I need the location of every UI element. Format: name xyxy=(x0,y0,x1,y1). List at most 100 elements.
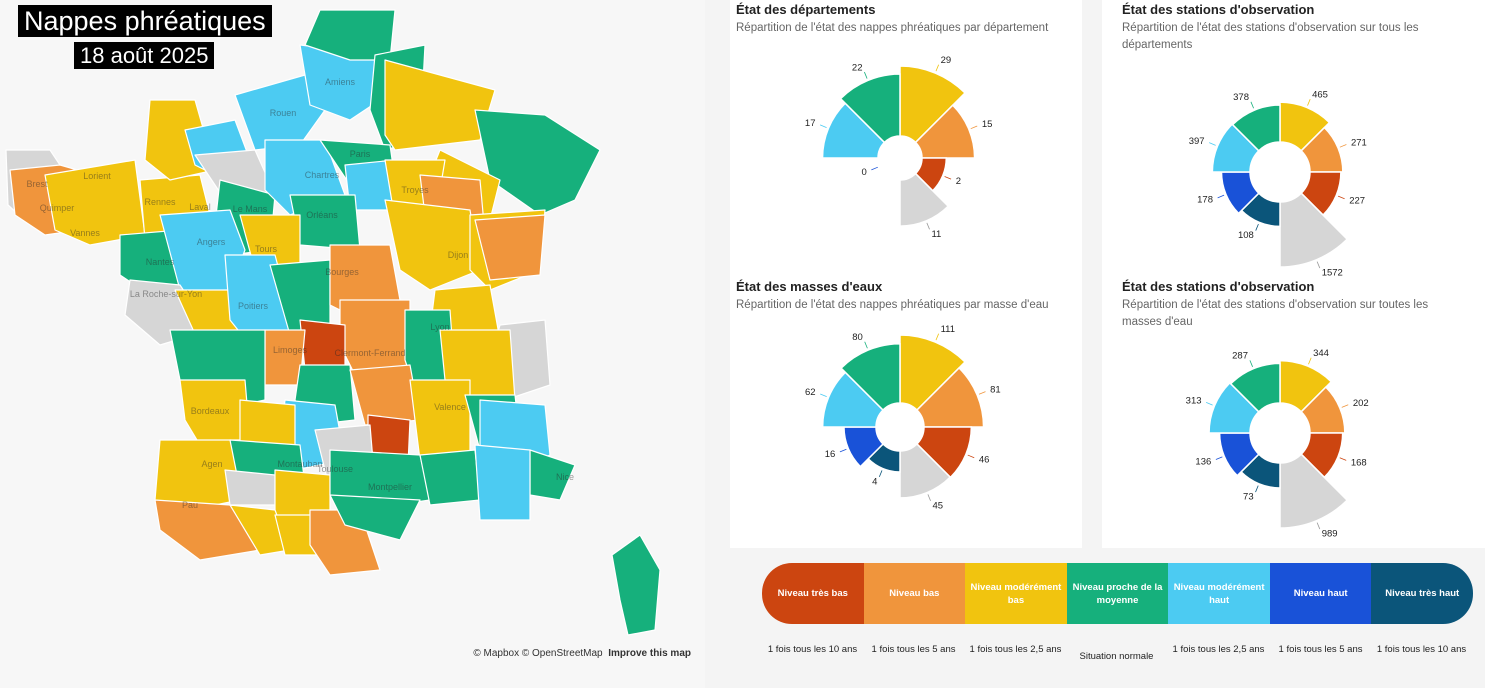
department-region[interactable] xyxy=(329,494,421,541)
donut-value-label: 378 xyxy=(1233,92,1249,103)
donut-label-line xyxy=(871,166,878,171)
improve-map-link[interactable]: Improve this map xyxy=(608,648,691,659)
donut-label-line xyxy=(1339,457,1347,461)
department-region[interactable] xyxy=(349,364,421,426)
donut-value-label: 136 xyxy=(1195,456,1211,467)
donut-slice[interactable] xyxy=(899,442,952,499)
donut-slice[interactable] xyxy=(899,65,967,144)
map-city-label: Nice xyxy=(556,472,574,482)
department-region[interactable] xyxy=(304,9,396,61)
donut-label-line xyxy=(864,341,868,349)
legend-haut: Niveau haut xyxy=(1269,563,1372,624)
department-region[interactable] xyxy=(611,534,661,636)
donut-slice[interactable] xyxy=(899,172,950,227)
legend-moderement-haut: Niveau modérément haut xyxy=(1168,563,1270,624)
map-city-label: Amiens xyxy=(325,77,356,87)
legend-bas: Niveau bas xyxy=(863,563,966,624)
department-region[interactable] xyxy=(224,469,276,506)
donut-label-line xyxy=(1307,98,1311,106)
map-city-label: Bourges xyxy=(325,267,359,277)
donut-label-line xyxy=(944,176,952,180)
department-region[interactable] xyxy=(384,199,481,291)
donut-slice[interactable] xyxy=(1229,362,1281,413)
donut-value-label: 0 xyxy=(861,167,866,178)
legend-freq-moderement-bas: 1 fois tous les 2,5 ans xyxy=(969,644,1062,655)
department-region[interactable] xyxy=(154,499,261,561)
donut-slice[interactable] xyxy=(1231,104,1281,152)
map-city-label: Clermont-Ferrand xyxy=(334,348,405,358)
department-region[interactable] xyxy=(409,379,471,461)
donut-slice[interactable] xyxy=(839,73,901,144)
map-attribution: © Mapbox © OpenStreetMap Improve this ma… xyxy=(473,648,691,659)
map-city-label: Laval xyxy=(189,202,211,212)
donut-slice[interactable] xyxy=(1300,126,1344,173)
department-region[interactable] xyxy=(234,74,326,151)
department-region[interactable] xyxy=(384,59,496,151)
map-city-label: Brest xyxy=(26,179,48,189)
donut-label-line xyxy=(878,470,883,478)
donut-slice[interactable] xyxy=(1279,101,1331,152)
donut-label-line xyxy=(1255,223,1259,231)
donut-value-label: 45 xyxy=(933,500,944,511)
donut-slice[interactable] xyxy=(899,334,967,412)
legend-freq-tres-haut: 1 fois tous les 10 ans xyxy=(1376,644,1467,655)
donut-label-line xyxy=(1250,101,1254,109)
donut-slice[interactable] xyxy=(1208,381,1260,434)
donut-value-label: 168 xyxy=(1351,457,1367,468)
legend-tres-bas: Niveau très bas xyxy=(762,563,864,624)
donut-value-label: 62 xyxy=(805,387,816,398)
donut-slice[interactable] xyxy=(915,366,985,428)
donut-chart-stations-departements[interactable]: 465 271 227 1572 108 178 397 378 xyxy=(1160,60,1400,278)
chart-subtitle-departements: Répartition de l'état des nappes phréati… xyxy=(736,22,1049,34)
donut-value-label: 989 xyxy=(1322,529,1338,540)
legend-freq-moderement-haut: 1 fois tous les 2,5 ans xyxy=(1172,644,1265,655)
department-region[interactable] xyxy=(474,444,531,521)
donut-slice[interactable] xyxy=(914,104,976,159)
donut-value-label: 227 xyxy=(1349,196,1365,207)
donut-value-label: 80 xyxy=(852,332,863,343)
donut-slice[interactable] xyxy=(1279,192,1349,268)
donut-label-line xyxy=(1316,522,1321,530)
donut-chart-stations-masses[interactable]: 344 202 168 989 73 136 313 287 xyxy=(1160,335,1400,545)
map-city-label: Poitiers xyxy=(238,301,269,311)
department-region[interactable] xyxy=(339,299,411,376)
map-city-label: Rennes xyxy=(144,197,176,207)
map-city-label: Orléans xyxy=(306,210,338,220)
donut-value-label: 178 xyxy=(1197,195,1213,206)
legend-freq-tres-bas: 1 fois tous les 10 ans xyxy=(767,644,858,655)
attribution-text: © Mapbox © OpenStreetMap xyxy=(473,648,603,659)
map-panel[interactable]: Amiens Rouen Paris Brest Lorient Quimper Vanne… xyxy=(0,0,705,688)
donut-label-line xyxy=(926,222,930,230)
legend-freq-haut: 1 fois tous les 5 ans xyxy=(1278,644,1363,655)
donut-slice[interactable] xyxy=(1279,453,1349,529)
department-region[interactable] xyxy=(44,159,146,246)
donut-value-label: 344 xyxy=(1313,348,1329,359)
donut-value-label: 2 xyxy=(956,176,961,187)
france-map[interactable]: Amiens Rouen Paris Brest Lorient Quimper Vanne… xyxy=(0,0,705,688)
donut-value-label: 1572 xyxy=(1322,268,1343,279)
map-city-label: Toulouse xyxy=(317,464,353,474)
donut-value-label: 81 xyxy=(990,385,1001,396)
donut-label-line xyxy=(864,71,868,79)
donut-chart-masses-eaux[interactable]: 111 81 46 45 4 16 62 80 xyxy=(790,324,1010,535)
legend-proche-moyenne: Niveau proche de la moyenne xyxy=(1066,563,1169,624)
donut-value-label: 397 xyxy=(1189,136,1205,147)
donut-label-line xyxy=(927,494,931,501)
legend-freq-bas: 1 fois tous les 5 ans xyxy=(871,644,956,655)
donut-label-line xyxy=(935,64,940,72)
donut-value-label: 108 xyxy=(1238,230,1254,241)
donut-slice[interactable] xyxy=(840,343,901,412)
donut-value-label: 271 xyxy=(1351,138,1367,149)
donut-chart-departements[interactable]: 29 15 2 11 0 17 22 xyxy=(790,50,1010,250)
department-region[interactable] xyxy=(419,449,481,506)
department-region[interactable] xyxy=(474,214,546,281)
donut-value-label: 46 xyxy=(979,455,990,466)
map-city-label: Agen xyxy=(201,459,222,469)
chart-title-stations-departements: État des stations d'observation xyxy=(1122,2,1315,17)
donut-slice[interactable] xyxy=(1279,359,1333,413)
donut-label-line xyxy=(1209,142,1216,146)
donut-slice[interactable] xyxy=(1300,386,1346,434)
map-city-label: Chartres xyxy=(305,170,340,180)
donut-label-line xyxy=(1308,357,1312,365)
donut-value-label: 313 xyxy=(1186,395,1202,406)
